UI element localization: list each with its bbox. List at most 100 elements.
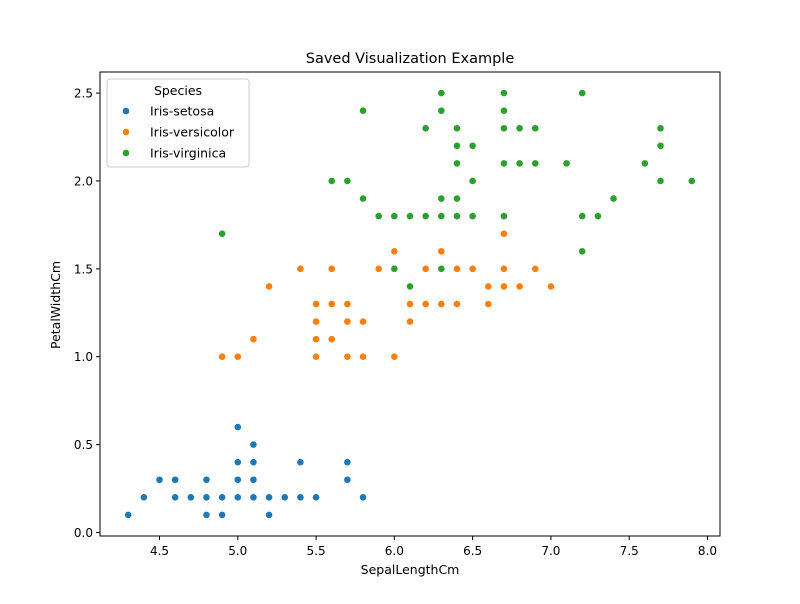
data-point [249, 475, 258, 484]
x-tick-label: 5.5 [307, 544, 326, 558]
x-tick-label: 6.5 [463, 544, 482, 558]
data-point [312, 300, 320, 308]
legend-label: Iris-setosa [150, 104, 214, 119]
x-tick-label: 8.0 [698, 544, 717, 558]
data-point [171, 475, 180, 484]
data-point [484, 282, 493, 291]
x-tick-label: 4.5 [150, 544, 169, 558]
data-point [233, 493, 242, 502]
y-tick-label: 1.5 [74, 262, 93, 276]
data-point [249, 458, 258, 467]
data-point [265, 511, 273, 519]
chart-title: Saved Visualization Example [306, 51, 515, 67]
data-point [453, 124, 461, 133]
data-point [578, 89, 587, 97]
data-point [343, 300, 352, 308]
y-tick-label: 2.0 [74, 174, 93, 188]
data-point [218, 493, 227, 502]
data-point [421, 124, 430, 133]
data-point [484, 300, 493, 308]
legend-box [106, 78, 250, 168]
data-point [249, 335, 258, 344]
plot-area: 4.5 5.0 5.5 6.0 6.5 7.0 7.5 8.0 0.0 0.5 1.0 1.5 2.0 2… [74, 71, 721, 558]
data-point [453, 141, 461, 150]
data-point [406, 212, 414, 221]
data-point [233, 458, 242, 467]
data-point [468, 177, 477, 185]
data-point [202, 475, 211, 484]
data-point [453, 194, 461, 203]
data-point [139, 493, 148, 502]
data-point [453, 212, 461, 221]
data-point [421, 264, 430, 273]
data-point [468, 264, 477, 273]
y-tick-label: 2.5 [74, 87, 93, 101]
legend-marker [122, 107, 130, 115]
data-point [515, 124, 524, 133]
data-point [312, 335, 320, 344]
data-point [500, 159, 508, 168]
y-tick-label: 0.0 [74, 526, 93, 540]
data-point [296, 264, 305, 273]
data-point [296, 493, 305, 502]
y-tick-label: 1.0 [74, 350, 93, 364]
data-point [312, 493, 320, 502]
data-point [280, 493, 289, 502]
x-tick-label: 7.0 [541, 544, 560, 558]
series-iris-setosa [124, 423, 367, 519]
data-point [500, 229, 508, 238]
data-point [437, 106, 446, 115]
data-point [531, 159, 540, 168]
data-point [437, 212, 446, 221]
x-tick-label: 7.5 [620, 544, 639, 558]
data-point [437, 247, 446, 256]
data-point [468, 212, 477, 221]
data-point [265, 493, 273, 502]
data-point [343, 317, 352, 326]
data-point [359, 194, 367, 203]
data-point [390, 264, 399, 273]
data-point [562, 159, 571, 168]
data-point [500, 106, 508, 115]
series-iris-virginica [218, 89, 696, 291]
series-iris-versicolor [218, 229, 555, 361]
data-point [390, 212, 399, 221]
data-point [437, 264, 446, 273]
data-point [500, 124, 508, 133]
data-point [249, 493, 258, 502]
data-point [390, 247, 399, 256]
data-point [437, 89, 446, 97]
data-point [406, 282, 414, 291]
plot-frame [99, 71, 721, 537]
legend-marker [122, 149, 130, 157]
data-point [233, 475, 242, 484]
data-point [155, 475, 164, 484]
data-point [453, 300, 461, 308]
legend-label: Iris-virginica [150, 146, 226, 161]
legend: Species Iris-setosa Iris-versicolor Iris-vi… [106, 78, 250, 168]
data-point [437, 300, 446, 308]
data-point [656, 141, 665, 150]
data-point [359, 352, 367, 361]
data-point [547, 282, 555, 291]
data-point [421, 300, 430, 308]
data-point [202, 511, 211, 519]
data-point [218, 352, 227, 361]
data-point [453, 264, 461, 273]
data-point [406, 300, 414, 308]
data-point [421, 212, 430, 221]
data-point [343, 458, 352, 467]
data-point [343, 177, 352, 185]
data-point [390, 352, 399, 361]
data-point [202, 493, 211, 502]
data-point [453, 159, 461, 168]
data-point [656, 177, 665, 185]
y-axis-label: PetalWidthCm [48, 261, 63, 349]
data-point [296, 458, 305, 467]
data-point [500, 282, 508, 291]
data-point [327, 300, 336, 308]
data-point [374, 264, 383, 273]
data-point [186, 493, 195, 502]
data-point [640, 159, 649, 168]
data-point [531, 264, 540, 273]
